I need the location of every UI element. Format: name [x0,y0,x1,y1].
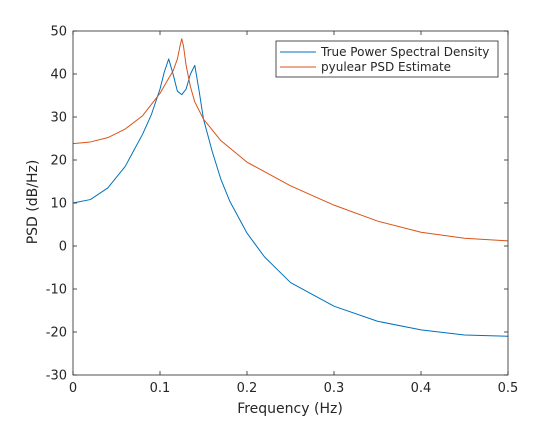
x-tick-label: 0.5 [498,381,519,396]
x-tick-label: 0.1 [150,381,171,396]
x-tick-label: 0.2 [237,381,258,396]
y-axis-label: PSD (dB/Hz) [25,160,41,245]
x-axis-label: Frequency (Hz) [237,401,343,417]
legend-label-2: pyulear PSD Estimate [321,60,451,74]
y-tick-label: 50 [50,25,67,40]
legend-label-1: True Power Spectral Density [320,45,489,59]
x-tick-label: 0 [69,381,77,396]
y-tick-label: 30 [50,111,67,126]
x-tick-label: 0.4 [411,381,432,396]
x-tick-label: 0.3 [324,381,345,396]
y-tick-label: 20 [50,154,67,169]
y-tick-label: -10 [46,283,67,298]
series-line-2 [72,38,509,242]
y-tick-label: -20 [46,326,67,341]
plot-area [73,31,508,375]
legend-box [275,40,499,78]
y-tick-label: -30 [46,369,67,384]
series-line-1 [72,58,509,337]
y-tick-label: 40 [50,68,67,83]
y-tick-label: 10 [50,197,67,212]
y-tick-label: 0 [59,240,67,255]
